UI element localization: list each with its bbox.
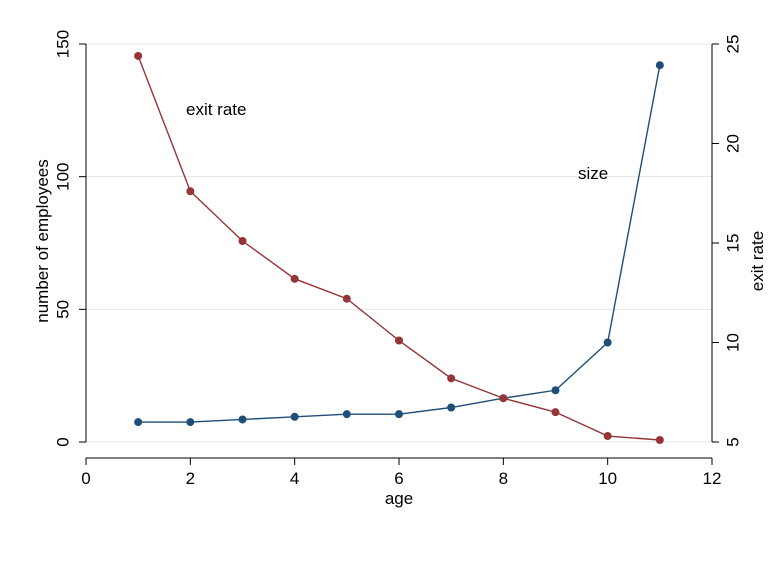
point-size-9 [551,386,560,395]
y-left-tick-label-100: 100 [53,162,72,190]
y-right-tick-label-20: 20 [723,134,742,153]
point-exit-rate-9 [551,408,560,417]
y-right-tick-label-15: 15 [723,234,742,253]
y-right-tick-label-5: 5 [723,437,742,446]
point-size-4 [290,412,299,421]
gridlines [86,43,712,443]
y-right-tick-label-25: 25 [723,35,742,54]
point-size-7 [447,403,456,412]
x-axis-title: age [385,489,413,508]
point-exit-rate-6 [395,336,403,345]
x-tick-label-0: 0 [81,469,90,488]
point-exit-rate-2 [186,187,195,196]
y-left-tick-label-150: 150 [53,30,72,58]
point-size-6 [395,410,403,419]
point-size-10 [603,338,612,347]
x-tick-label-4: 4 [290,469,299,488]
x-tick-label-8: 8 [499,469,508,488]
point-exit-rate-7 [447,374,456,383]
point-exit-rate-3 [238,237,247,246]
point-exit-rate-4 [290,274,299,283]
point-size-5 [342,410,351,419]
point-exit-rate-5 [342,294,351,303]
point-size-1 [134,418,143,427]
point-size-11 [655,61,664,70]
x-tick-label-10: 10 [598,469,617,488]
point-exit-rate-8 [499,394,508,403]
x-tick-label-12: 12 [703,469,722,488]
point-exit-rate-10 [603,432,612,441]
series-layer [134,51,664,445]
x-tick-label-6: 6 [394,469,403,488]
y-left-tick-label-50: 50 [53,300,72,319]
point-size-3 [238,415,247,424]
annotation-size: size [578,164,608,183]
y-left-tick-label-0: 0 [53,437,72,446]
point-size-2 [186,418,195,427]
y-right-tick-label-10: 10 [723,333,742,352]
annotation-exit-rate: exit rate [186,100,246,119]
y-axis-left-title: number of employees [33,159,52,322]
x-tick-label-2: 2 [186,469,195,488]
axes: 0 50 100 150 5 10 15 20 25 0 2 4 6 8 10 12 [53,30,742,488]
point-exit-rate-1 [134,51,143,60]
y-axis-right-title: exit rate [748,231,767,291]
point-exit-rate-11 [655,436,664,445]
